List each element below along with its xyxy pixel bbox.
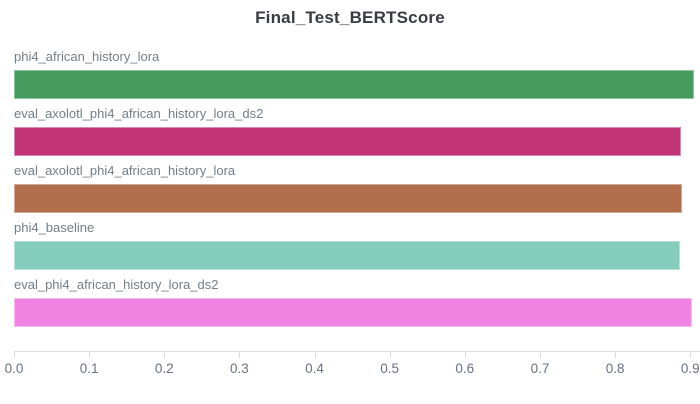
bar-label: eval_phi4_african_history_lora_ds2 <box>14 277 219 292</box>
x-axis-tick-label: 0.2 <box>154 361 174 376</box>
x-axis-tick-mark <box>389 351 391 358</box>
bar[interactable] <box>14 127 682 156</box>
bar[interactable] <box>14 298 692 327</box>
bar-label: eval_axolotl_phi4_african_history_lora <box>14 163 236 178</box>
x-axis-tick-label: 0.8 <box>605 361 625 376</box>
x-axis-tick-mark <box>464 351 466 358</box>
x-axis-tick-mark <box>690 351 692 358</box>
bar-label: phi4_baseline <box>14 220 95 235</box>
x-axis-tick-label: 0.0 <box>4 361 24 376</box>
x-axis-tick-label: 0.4 <box>305 361 324 376</box>
x-axis-tick-mark <box>239 351 241 358</box>
x-axis-tick-label: 0.3 <box>230 361 249 376</box>
x-axis-tick-label: 0.6 <box>455 361 475 376</box>
x-axis-tick-mark <box>14 351 15 358</box>
x-axis-tick-mark <box>164 351 166 358</box>
x-axis-tick-mark <box>89 351 91 358</box>
x-axis-tick-mark <box>539 351 541 358</box>
x-axis-tick-label: 0.1 <box>79 361 99 376</box>
x-axis-line <box>14 351 700 352</box>
chart-title: Final_Test_BERTScore <box>255 8 445 27</box>
x-axis-tick-label: 0.9 <box>680 361 700 376</box>
bar-label: eval_axolotl_phi4_african_history_lora_d… <box>14 106 264 121</box>
bar[interactable] <box>14 70 694 99</box>
bar-label: phi4_african_history_lora <box>14 49 160 64</box>
bar[interactable] <box>14 241 680 270</box>
bar[interactable] <box>14 184 682 213</box>
x-axis-tick-mark <box>615 351 617 358</box>
x-axis-tick-mark <box>314 351 316 358</box>
x-axis-tick-label: 0.5 <box>380 361 400 376</box>
x-axis-tick-label: 0.7 <box>530 361 550 376</box>
